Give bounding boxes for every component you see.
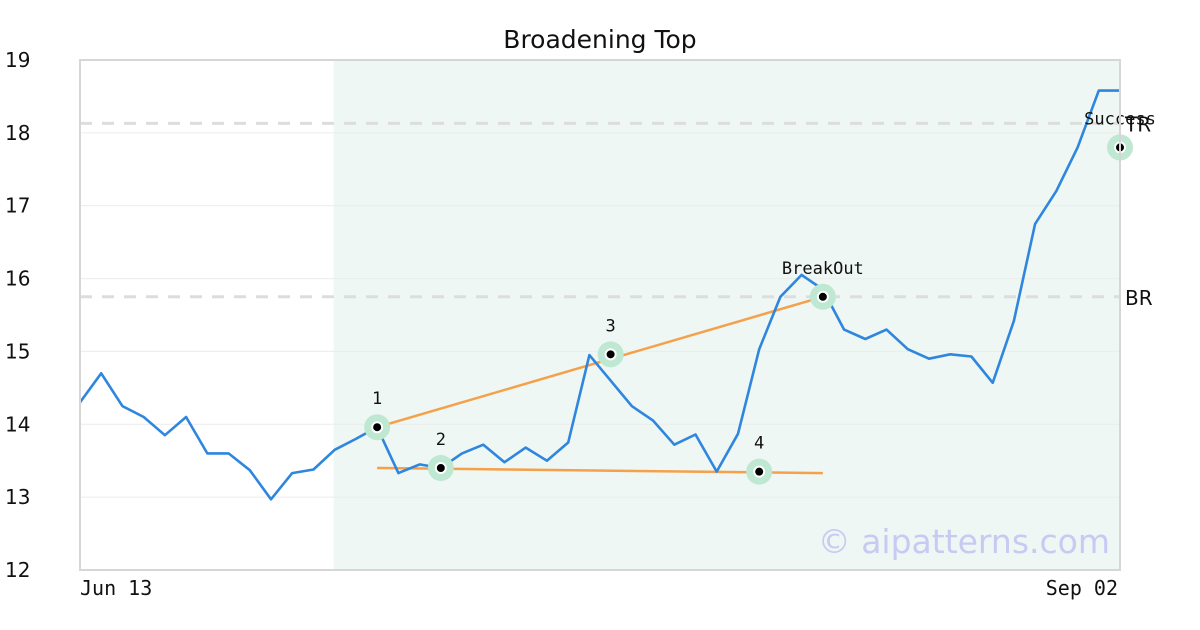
level-lines: TR BR bbox=[80, 112, 1153, 310]
x-tick-end: Sep 02 bbox=[1046, 576, 1118, 600]
y-tick-label-19: 19 bbox=[5, 48, 30, 72]
level-label-br: BR bbox=[1125, 286, 1153, 310]
level-label-tr: TR bbox=[1124, 112, 1151, 136]
y-tick-label-18: 18 bbox=[5, 121, 30, 145]
marker-label-breakout: BreakOut bbox=[782, 259, 864, 279]
y-tick-label-15: 15 bbox=[5, 339, 30, 363]
marker-dot-breakout bbox=[816, 290, 829, 303]
price-series-line bbox=[78, 89, 1120, 501]
marker-dot-4 bbox=[753, 465, 766, 478]
chart-title: Broadening Top bbox=[503, 25, 696, 54]
marker-label-2: 2 bbox=[436, 430, 446, 450]
y-tick-label-17: 17 bbox=[5, 194, 30, 218]
marker-dot-3 bbox=[604, 348, 617, 361]
marker-dot-1 bbox=[371, 421, 384, 434]
plot-frame bbox=[79, 59, 1121, 571]
watermark: © aipatterns.com bbox=[818, 522, 1110, 561]
marker-label-1: 1 bbox=[372, 389, 382, 409]
y-tick-label-13: 13 bbox=[5, 485, 30, 509]
y-tick-label-12: 12 bbox=[5, 558, 30, 582]
marker-dot-2 bbox=[434, 462, 447, 474]
pattern-highlight-region bbox=[333, 60, 1121, 570]
marker-label-4: 4 bbox=[754, 434, 764, 454]
y-tick-label-14: 14 bbox=[5, 412, 30, 436]
trendline-upper bbox=[376, 295, 824, 429]
marker-label-3: 3 bbox=[605, 316, 615, 336]
y-tick-label-16: 16 bbox=[5, 267, 30, 291]
y-axis-ticks: 12 13 14 15 16 17 18 19 bbox=[5, 48, 30, 582]
x-tick-start: Jun 13 bbox=[80, 576, 152, 600]
